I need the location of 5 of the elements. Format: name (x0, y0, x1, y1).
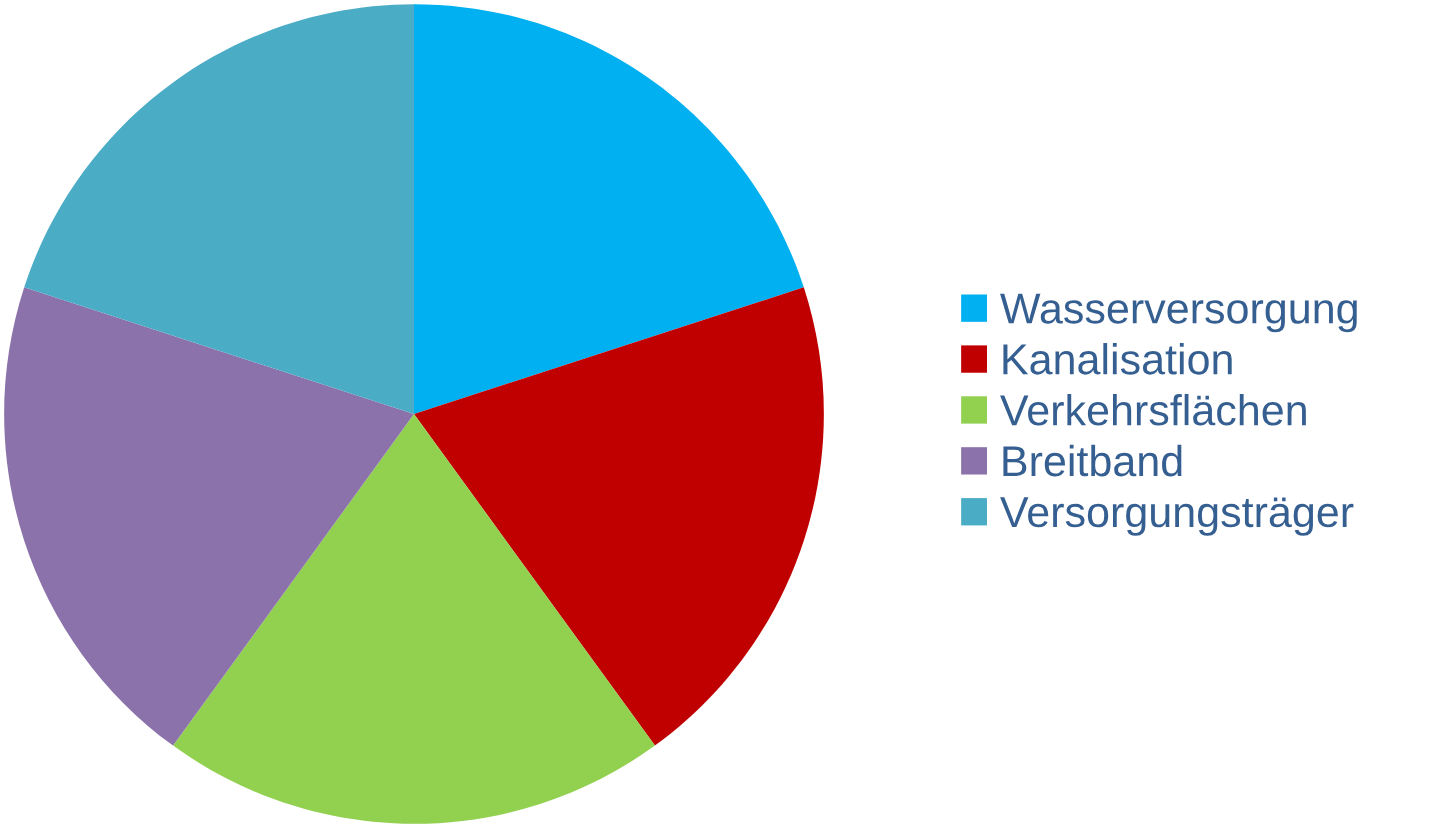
legend-label: Verkehrsflächen (1000, 393, 1306, 426)
legend-label: Wasserversorgung (1000, 293, 1357, 333)
legend-label: Versorgungsträger (1000, 497, 1354, 536)
legend-label: Breitband (1003, 444, 1182, 477)
legend-label: Kanalisation (1003, 343, 1232, 375)
